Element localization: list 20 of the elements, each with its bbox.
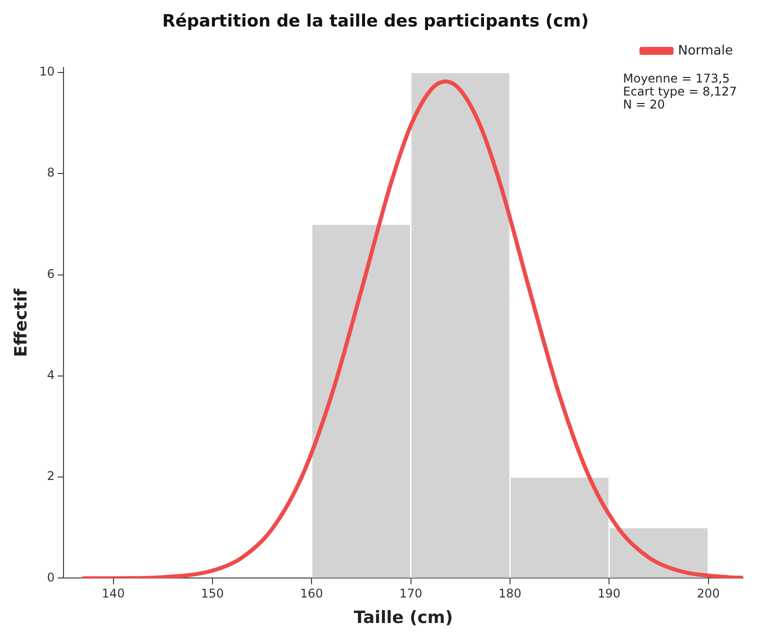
x-tick-label: 200 — [696, 586, 720, 601]
x-axis-title: Taille (cm) — [354, 608, 453, 628]
y-tick-label: 2 — [47, 469, 55, 484]
x-tick-label: 160 — [300, 586, 324, 601]
y-tick-label: 8 — [47, 166, 55, 180]
legend-label: Normale — [678, 43, 734, 58]
annotation: N = 20 — [623, 98, 665, 112]
x-tick-label: 140 — [102, 586, 125, 601]
y-tick-label: 4 — [47, 368, 55, 382]
annotation: Moyenne = 173,5 — [623, 72, 730, 86]
x-tick-label: 170 — [399, 586, 422, 601]
chart-title: Répartition de la taille des participants (cm) — [162, 12, 589, 32]
y-tick-label: 6 — [47, 266, 55, 281]
x-tick-label: 150 — [200, 586, 224, 601]
y-axis-title: Effectif — [12, 288, 32, 357]
annotation: Ecart type = 8,127 — [623, 84, 737, 99]
y-tick-label: 0 — [47, 570, 55, 584]
y-tick-label: 10 — [39, 64, 55, 79]
x-tick-label: 180 — [498, 586, 522, 601]
x-tick-label: 190 — [598, 586, 621, 601]
